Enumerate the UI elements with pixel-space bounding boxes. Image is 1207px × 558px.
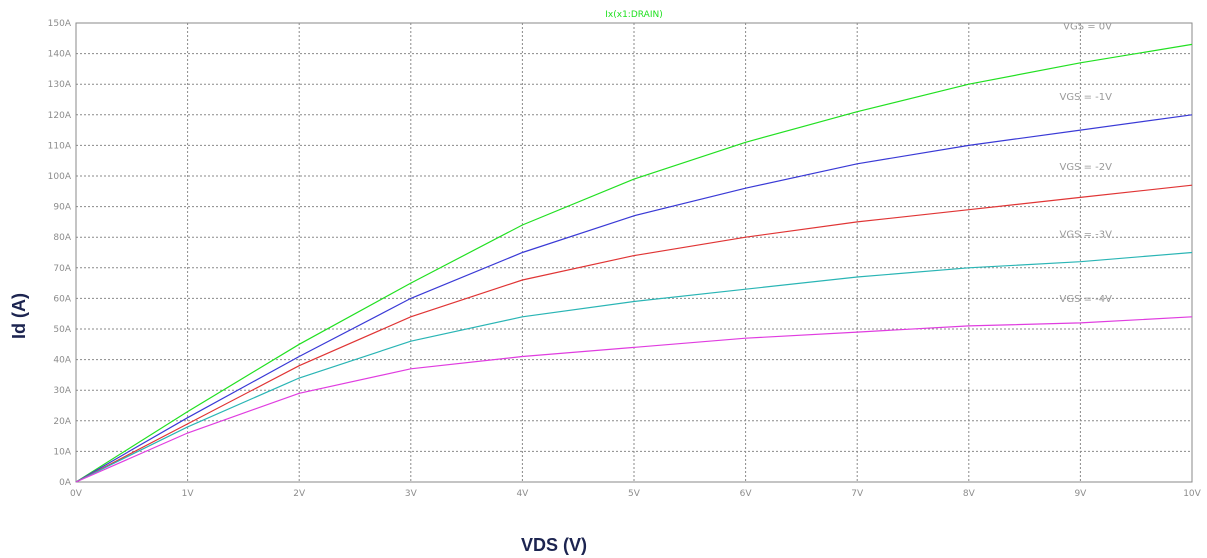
series-line <box>75 316 1193 483</box>
x-tick-labels: 0V 1V 2V 3V 4V 5V 6V 7V 8V 9V 10V <box>70 489 1202 499</box>
series-label: VGS = -4V <box>1060 294 1113 305</box>
y-tick-label: 0A <box>59 478 72 488</box>
y-tick-label: 140A <box>48 50 72 60</box>
x-tick-label: 6V <box>740 489 753 499</box>
x-tick-label: 4V <box>516 489 529 499</box>
grid <box>76 23 1192 482</box>
series-labels: VGS = 0V VGS = -1V VGS = -2V VGS = -3V VGS =… <box>1060 21 1113 304</box>
series-label: VGS = -3V <box>1060 230 1113 241</box>
y-tick-label: 120A <box>48 111 72 121</box>
x-tick-label: 1V <box>182 489 195 499</box>
x-tick-label: 8V <box>963 489 976 499</box>
y-tick-label: 20A <box>53 417 71 427</box>
series-label: VGS = 0V <box>1063 21 1112 32</box>
y-tick-label: 40A <box>53 356 71 366</box>
y-tick-labels: 0A 10A 20A 30A 40A 50A 60A 70A 80A 90A 100A 110A 120… <box>48 19 72 488</box>
series-label: VGS = -1V <box>1060 92 1113 103</box>
chart-title: Ix(x1:DRAIN) <box>605 10 662 20</box>
series-line <box>75 114 1193 483</box>
series-line <box>75 184 1193 483</box>
series-line <box>75 43 1193 483</box>
x-tick-label: 9V <box>1074 489 1087 499</box>
y-tick-label: 50A <box>53 325 71 335</box>
y-tick-label: 130A <box>48 80 72 90</box>
series-lines <box>75 43 1193 483</box>
y-tick-label: 90A <box>53 203 71 213</box>
x-axis-label: VDS (V) <box>521 535 587 555</box>
y-tick-label: 100A <box>48 172 72 182</box>
y-tick-label: 150A <box>48 19 72 29</box>
y-tick-label: 30A <box>53 386 71 396</box>
y-tick-label: 80A <box>53 233 71 243</box>
y-tick-label: 110A <box>48 141 72 151</box>
y-axis-label: Id (A) <box>9 293 29 339</box>
x-tick-label: 7V <box>851 489 864 499</box>
x-tick-label: 10V <box>1183 489 1201 499</box>
y-tick-label: 10A <box>53 447 71 457</box>
series-label: VGS = -2V <box>1060 162 1113 173</box>
x-tick-label: 2V <box>293 489 306 499</box>
x-tick-label: 0V <box>70 489 83 499</box>
y-tick-label: 60A <box>53 294 71 304</box>
y-tick-label: 70A <box>53 264 71 274</box>
x-tick-label: 5V <box>628 489 641 499</box>
series-line <box>75 251 1193 483</box>
x-tick-label: 3V <box>405 489 418 499</box>
